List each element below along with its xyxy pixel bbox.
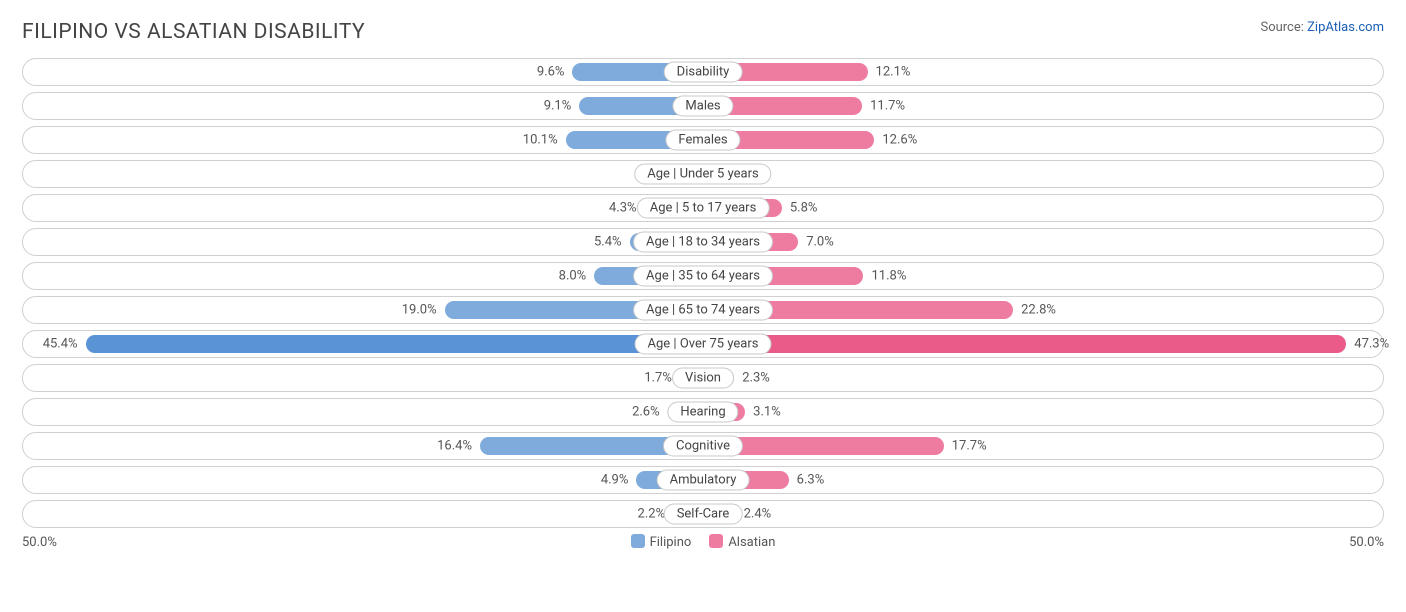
value-left: 5.4% bbox=[594, 235, 622, 250]
value-left: 16.4% bbox=[437, 439, 472, 454]
chart-row: 2.2% 2.4%Self-Care bbox=[22, 500, 1384, 528]
category-label: Age | Under 5 years bbox=[634, 164, 771, 185]
category-label: Cognitive bbox=[663, 436, 743, 457]
axis-right-max: 50.0% bbox=[1349, 535, 1384, 550]
value-left: 4.9% bbox=[601, 473, 629, 488]
value-right: 17.7% bbox=[952, 439, 987, 454]
value-left: 10.1% bbox=[523, 133, 558, 148]
category-label: Females bbox=[665, 130, 740, 151]
value-left: 1.7% bbox=[644, 371, 672, 386]
category-label: Vision bbox=[672, 368, 734, 389]
legend: 50.0% Filipino Alsatian 50.0% bbox=[22, 534, 1384, 550]
category-label: Hearing bbox=[667, 402, 738, 423]
value-left: 9.1% bbox=[544, 99, 572, 114]
category-label: Age | 5 to 17 years bbox=[637, 198, 770, 219]
value-right: 7.0% bbox=[806, 235, 834, 250]
value-right: 6.3% bbox=[797, 473, 825, 488]
category-label: Age | 65 to 74 years bbox=[633, 300, 773, 321]
value-left: 2.2% bbox=[638, 507, 666, 522]
value-left: 8.0% bbox=[559, 269, 587, 284]
value-right: 11.8% bbox=[871, 269, 906, 284]
chart-row: 5.4% 7.0% Age | 18 to 34 years bbox=[22, 228, 1384, 256]
axis-left-max: 50.0% bbox=[22, 535, 57, 550]
value-right: 2.3% bbox=[742, 371, 770, 386]
category-label: Age | 18 to 34 years bbox=[633, 232, 773, 253]
chart-row: 10.1% 12.6% Females bbox=[22, 126, 1384, 154]
legend-swatch-right bbox=[709, 534, 723, 548]
chart-row: 4.3% 5.8% Age | 5 to 17 years bbox=[22, 194, 1384, 222]
source-link[interactable]: ZipAtlas.com bbox=[1307, 20, 1384, 35]
bar-right bbox=[703, 335, 1346, 353]
value-right: 2.4% bbox=[744, 507, 772, 522]
chart-title: FILIPINO VS ALSATIAN DISABILITY bbox=[22, 20, 365, 44]
category-label: Age | 35 to 64 years bbox=[633, 266, 773, 287]
value-left: 4.3% bbox=[609, 201, 637, 216]
value-right: 3.1% bbox=[753, 405, 781, 420]
value-left: 45.4% bbox=[43, 337, 78, 352]
chart-row: 1.7% 2.3% Vision bbox=[22, 364, 1384, 392]
chart-row: 19.0% 22.8% Age | 65 to 74 years bbox=[22, 296, 1384, 324]
category-label: Ambulatory bbox=[657, 470, 750, 491]
legend-swatch-left bbox=[631, 534, 645, 548]
bar-left bbox=[86, 335, 703, 353]
legend-label-left: Filipino bbox=[650, 535, 692, 550]
value-right: 22.8% bbox=[1021, 303, 1056, 318]
legend-label-right: Alsatian bbox=[728, 535, 775, 550]
chart-row: 8.0% 11.8% Age | 35 to 64 years bbox=[22, 262, 1384, 290]
source-attribution: Source: ZipAtlas.com bbox=[1260, 20, 1384, 35]
value-right: 5.8% bbox=[790, 201, 818, 216]
chart-row: 45.4%47.3%Age | Over 75 years bbox=[22, 330, 1384, 358]
diverging-bar-chart: 9.6% 12.1% Disability 9.1% 11.7% Males 10.1% 12… bbox=[22, 58, 1384, 528]
category-label: Self-Care bbox=[664, 504, 743, 525]
chart-row: 9.6% 12.1% Disability bbox=[22, 58, 1384, 86]
chart-row: 9.1% 11.7% Males bbox=[22, 92, 1384, 120]
chart-row: 16.4% 17.7% Cognitive bbox=[22, 432, 1384, 460]
source-prefix: Source: bbox=[1260, 20, 1307, 35]
value-right: 47.3% bbox=[1354, 337, 1389, 352]
legend-item-left: Filipino bbox=[631, 534, 692, 550]
value-left: 2.6% bbox=[632, 405, 660, 420]
value-left: 9.6% bbox=[537, 65, 565, 80]
value-right: 12.6% bbox=[882, 133, 917, 148]
chart-row: 1.1%1.2%Age | Under 5 years bbox=[22, 160, 1384, 188]
chart-row: 4.9% 6.3% Ambulatory bbox=[22, 466, 1384, 494]
category-label: Males bbox=[672, 96, 733, 117]
category-label: Disability bbox=[664, 62, 743, 83]
value-right: 12.1% bbox=[876, 65, 911, 80]
legend-series: Filipino Alsatian bbox=[631, 534, 776, 550]
legend-item-right: Alsatian bbox=[709, 534, 775, 550]
category-label: Age | Over 75 years bbox=[635, 334, 772, 355]
chart-row: 2.6% 3.1% Hearing bbox=[22, 398, 1384, 426]
value-right: 11.7% bbox=[870, 99, 905, 114]
value-left: 19.0% bbox=[402, 303, 437, 318]
